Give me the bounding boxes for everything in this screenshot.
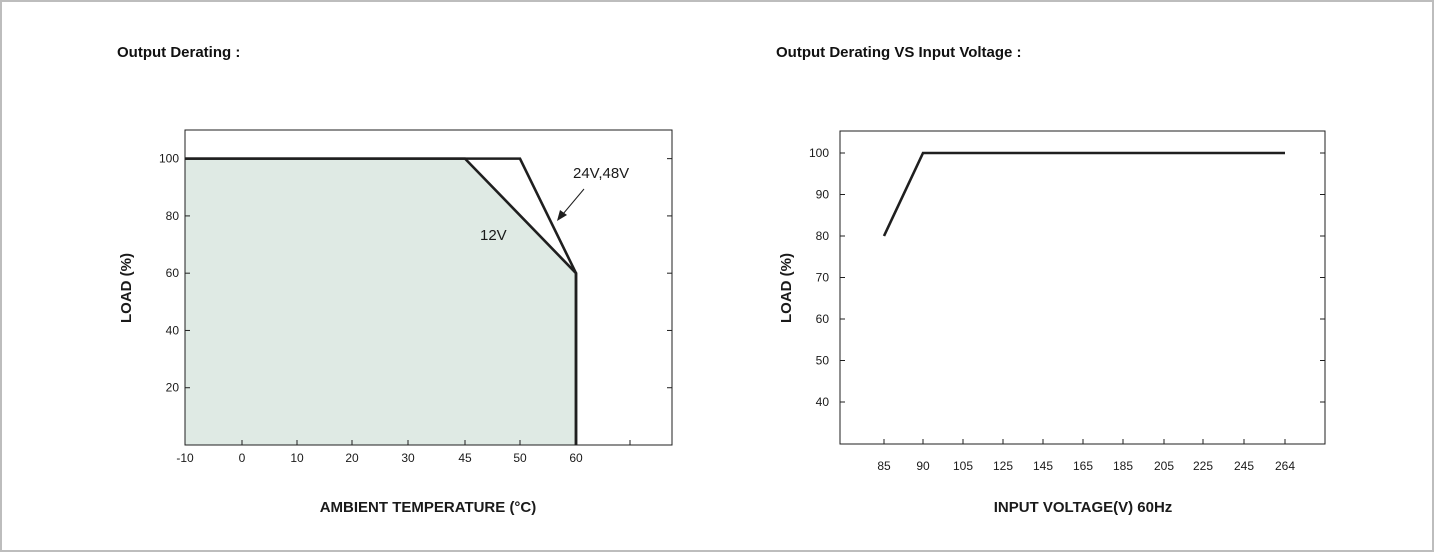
right-x-tick-label: 105 [953, 459, 973, 473]
right-x-tick-label: 245 [1234, 459, 1254, 473]
right-y-axis-title: LOAD (%) [778, 253, 795, 323]
left-y-tick-label: 80 [166, 209, 180, 223]
right-x-tick-label: 90 [916, 459, 930, 473]
left-x-tick-label: 0 [239, 451, 246, 465]
left-x-tick-label: 50 [513, 451, 527, 465]
left-y-tick-label: 100 [159, 152, 179, 166]
right-chart-title: Output Derating VS Input Voltage : [776, 44, 1022, 61]
right-y-tick-label: 90 [816, 188, 830, 202]
annotation-arrow-head [557, 210, 567, 221]
left-x-tick-label: 30 [401, 451, 415, 465]
right-x-tick-label: 85 [877, 459, 891, 473]
annotation-12v: 12V [480, 227, 507, 244]
left-chart-title: Output Derating : [117, 44, 241, 61]
area-12v [185, 158, 576, 446]
left-x-tick-label: 60 [569, 451, 583, 465]
right-y-tick-label: 40 [816, 395, 830, 409]
right-x-axis-title: INPUT VOLTAGE(V) 60Hz [994, 499, 1173, 516]
left-y-tick-label: 20 [166, 381, 180, 395]
right-y-tick-label: 80 [816, 229, 830, 243]
right-y-tick-label: 50 [816, 354, 830, 368]
left-x-tick-label: -10 [176, 451, 194, 465]
annotation-24v-48v: 24V,48V [573, 165, 629, 182]
right-x-tick-label: 185 [1113, 459, 1133, 473]
left-y-tick-label: 40 [166, 323, 180, 337]
left-x-tick-label: 20 [345, 451, 359, 465]
right-x-tick-label: 205 [1154, 459, 1174, 473]
right-x-tick-label: 165 [1073, 459, 1093, 473]
right-x-tick-label: 264 [1275, 459, 1295, 473]
left-plot-frame [184, 129, 673, 446]
left-x-axis-title: AMBIENT TEMPERATURE (°C) [320, 499, 537, 516]
right-y-tick-label: 60 [816, 312, 830, 326]
right-x-tick-label: 125 [993, 459, 1013, 473]
left-y-axis-title: LOAD (%) [118, 253, 135, 323]
right-y-tick-label: 70 [816, 271, 830, 285]
left-x-tick-label: 10 [290, 451, 304, 465]
annotation-arrow-line [562, 188, 585, 215]
right-y-tick-label: 100 [809, 146, 829, 160]
series-line-24v-48v [185, 157, 578, 445]
right-x-tick-label: 145 [1033, 459, 1053, 473]
right-plot-frame [839, 130, 1326, 445]
left-y-tick-label: 60 [166, 266, 180, 280]
right-x-tick-label: 225 [1193, 459, 1213, 473]
left-x-tick-label: 45 [458, 451, 472, 465]
series-line-input-voltage [882, 151, 1285, 237]
